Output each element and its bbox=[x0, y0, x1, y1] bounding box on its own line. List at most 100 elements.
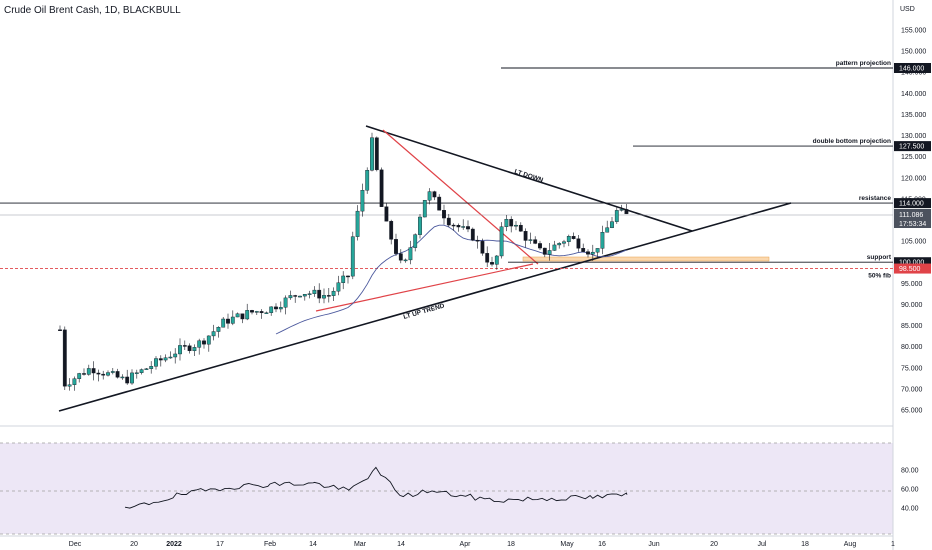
candle-body bbox=[470, 228, 475, 241]
candle-body bbox=[566, 236, 571, 242]
candle-body bbox=[504, 219, 509, 227]
candle-body bbox=[226, 318, 230, 324]
candle-body bbox=[571, 236, 576, 239]
lt-up-trend-line[interactable] bbox=[58, 202, 792, 412]
time-tick-label: 2022 bbox=[166, 541, 182, 548]
candle-body bbox=[490, 262, 494, 265]
candle-body bbox=[538, 243, 542, 249]
candle-body bbox=[610, 221, 614, 228]
candle-body bbox=[418, 216, 422, 235]
candle-body bbox=[283, 297, 288, 308]
time-tick-label: 17 bbox=[216, 541, 224, 548]
candle-body bbox=[331, 290, 336, 296]
candle-body bbox=[187, 345, 192, 352]
candle-body bbox=[466, 226, 470, 230]
candle-body bbox=[562, 241, 566, 244]
price-tick-label: 85.000 bbox=[901, 323, 923, 330]
candle-body bbox=[77, 373, 82, 379]
level-price-tag-text: 146.000 bbox=[899, 66, 924, 73]
candle-body bbox=[614, 210, 619, 222]
bar-countdown: 17:53:34 bbox=[899, 221, 926, 228]
candle-body bbox=[254, 311, 259, 313]
candle-body bbox=[317, 289, 322, 299]
candle-body bbox=[552, 244, 557, 251]
level-price-tag-text: 98.500 bbox=[899, 266, 921, 273]
price-tick-label: 135.000 bbox=[901, 112, 926, 119]
candle-body bbox=[605, 227, 610, 233]
candle-body bbox=[422, 199, 427, 218]
candle-body bbox=[475, 239, 480, 242]
candle-body bbox=[542, 247, 547, 255]
candle-body bbox=[374, 137, 379, 171]
candle-body bbox=[624, 209, 629, 215]
candle-body bbox=[446, 217, 451, 226]
candle-body bbox=[144, 368, 149, 370]
price-tick-label: 130.000 bbox=[901, 133, 926, 140]
candle-body bbox=[259, 311, 264, 314]
chart-title: Crude Oil Brent Cash, 1D, BLACKBULL bbox=[4, 5, 181, 16]
time-tick-label: 1 bbox=[891, 541, 895, 548]
price-tick-label: 125.000 bbox=[901, 154, 926, 161]
candle-body bbox=[350, 236, 355, 277]
level-price-tag bbox=[894, 257, 931, 268]
current-price: 111.086 bbox=[899, 212, 923, 219]
level-label: support bbox=[867, 254, 892, 261]
candle-body bbox=[125, 376, 130, 384]
level-price-tag bbox=[894, 63, 931, 73]
price-tick-label: 120.000 bbox=[901, 175, 926, 182]
time-tick-label: May bbox=[560, 541, 574, 548]
candle-body bbox=[398, 253, 403, 261]
candle-body bbox=[494, 255, 499, 265]
candle-body bbox=[427, 191, 432, 201]
candle-body bbox=[437, 196, 442, 211]
candle-body bbox=[413, 234, 418, 248]
price-tick-label: 145.000 bbox=[901, 70, 926, 77]
moving-average-line bbox=[275, 224, 627, 335]
candle-body bbox=[240, 313, 245, 320]
candle-body bbox=[586, 251, 590, 255]
lt-down-trend-line[interactable] bbox=[365, 125, 693, 232]
red-support-line[interactable] bbox=[315, 263, 534, 312]
candle-body bbox=[197, 340, 202, 348]
candle-body bbox=[302, 294, 307, 297]
candle-body bbox=[384, 206, 389, 222]
candle-body bbox=[206, 335, 211, 345]
candle-body bbox=[221, 318, 226, 328]
price-tick-label: 150.000 bbox=[901, 49, 926, 56]
candle-body bbox=[557, 243, 562, 246]
candle-body bbox=[312, 289, 317, 294]
time-tick-label: Jun bbox=[648, 541, 659, 548]
candle-body bbox=[547, 250, 552, 255]
candle-body bbox=[326, 295, 331, 297]
candle-body bbox=[370, 137, 374, 171]
candle-body bbox=[86, 368, 91, 375]
time-tick-label: 20 bbox=[130, 541, 138, 548]
rsi-tick-label: 60.00 bbox=[901, 487, 919, 494]
candle-body bbox=[461, 226, 466, 228]
horizontal-levels: pattern projection 146.000 double bottom p… bbox=[0, 60, 931, 280]
candle-body bbox=[67, 384, 72, 387]
candle-body bbox=[307, 293, 312, 295]
red-falling-line[interactable] bbox=[382, 129, 539, 265]
candle-body bbox=[115, 371, 120, 378]
level-price-tag-text: 100.000 bbox=[899, 260, 924, 267]
candle-body bbox=[235, 313, 240, 318]
candle-body bbox=[163, 357, 168, 361]
time-tick-label: Feb bbox=[264, 541, 276, 548]
candle-body bbox=[264, 312, 269, 314]
candle-body bbox=[101, 373, 106, 376]
candle-body bbox=[154, 358, 158, 367]
price-tick-label: 95.000 bbox=[901, 281, 923, 288]
rsi-tick-label: 40.00 bbox=[901, 506, 919, 513]
candle-body bbox=[442, 210, 446, 219]
candle-body bbox=[365, 170, 370, 191]
candle-body bbox=[58, 329, 62, 331]
candle-body bbox=[403, 259, 408, 262]
candle-body bbox=[293, 295, 298, 297]
candle-body bbox=[120, 376, 125, 379]
candle-body bbox=[216, 326, 221, 332]
level-price-tag-text: 114.000 bbox=[899, 201, 924, 208]
candle-body bbox=[528, 239, 533, 241]
level-price-tag-text: 127.500 bbox=[899, 144, 924, 151]
